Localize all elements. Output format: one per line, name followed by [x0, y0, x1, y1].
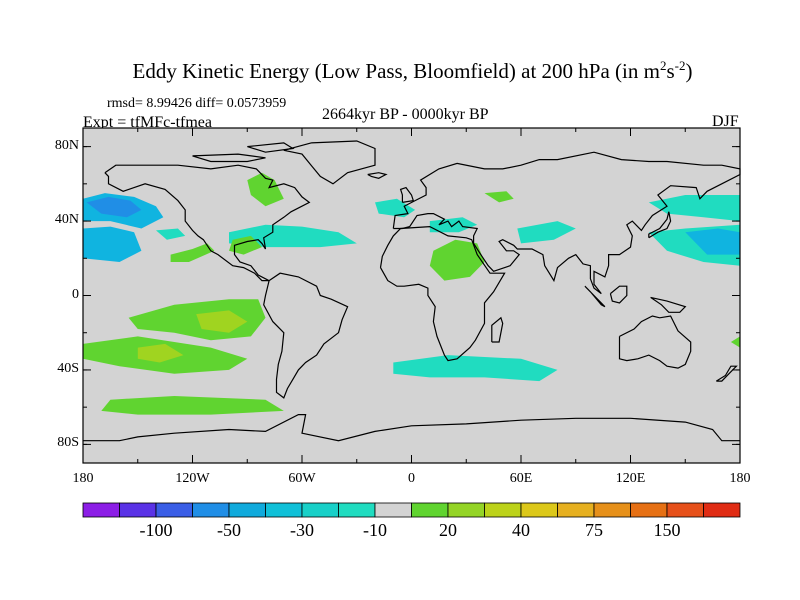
- contour-region: [196, 310, 248, 333]
- colorbar-swatch: [228, 502, 266, 518]
- colorbar-swatch: [593, 502, 631, 518]
- contour-region: [86, 196, 142, 218]
- chart-title: Eddy Kinetic Energy (Low Pass, Bloomfiel…: [132, 58, 693, 83]
- contour-region: [393, 355, 558, 382]
- colorbar-label: -30: [290, 520, 314, 540]
- coastline: [392, 151, 741, 295]
- coastline: [650, 296, 687, 313]
- coastline: [618, 315, 692, 369]
- coastline: [263, 272, 349, 399]
- lat-tick-label: 40S: [57, 360, 79, 376]
- coastline: [247, 142, 295, 153]
- contour-region: [375, 198, 416, 218]
- coastline: [399, 186, 415, 203]
- colorbar-swatch: [301, 502, 339, 518]
- lon-tick-label: 60E: [509, 471, 533, 486]
- colorbar-label: 150: [653, 520, 681, 540]
- contour-region: [484, 191, 514, 203]
- contour-region: [229, 224, 357, 248]
- colorbar-swatch: [703, 502, 741, 518]
- colorbar-swatch: [411, 502, 449, 518]
- lat-tick-label: 80S: [57, 435, 79, 451]
- lon-tick-label: 120W: [175, 471, 210, 486]
- coastline: [609, 285, 628, 304]
- coastline: [283, 140, 376, 185]
- colorbar-swatch: [192, 502, 230, 518]
- coastline: [192, 153, 266, 163]
- colorbar-swatch: [265, 502, 303, 518]
- colorbar-swatch: [557, 502, 595, 518]
- season-label: DJF: [712, 113, 739, 130]
- contour-region: [83, 226, 142, 262]
- colorbar-label: -10: [363, 520, 387, 540]
- colorbar-swatch: [484, 502, 522, 518]
- colorbar-label: 20: [439, 520, 457, 540]
- colorbar-swatch: [447, 502, 485, 518]
- lon-tick-label: 180: [72, 471, 94, 486]
- colorbar-swatch: [374, 502, 412, 518]
- lon-tick-label: 120E: [615, 471, 646, 486]
- plot-area: [83, 128, 740, 463]
- axis-ticks: [82, 128, 741, 463]
- colorbar: [82, 502, 741, 518]
- contour-region: [101, 396, 284, 415]
- colorbar-label: -50: [217, 520, 241, 540]
- contour-region: [517, 221, 576, 244]
- contour-region: [137, 343, 184, 363]
- colorbar-swatch: [666, 502, 704, 518]
- contour-region: [156, 228, 186, 240]
- colorbar-swatch: [338, 502, 376, 518]
- coastline: [584, 285, 606, 308]
- stats-label: rmsd= 8.99426 diff= 0.0573959: [107, 96, 287, 111]
- coastline: [715, 365, 738, 382]
- coastline: [367, 172, 388, 179]
- contour-region: [685, 228, 740, 255]
- colorbar-label: 75: [585, 520, 603, 540]
- contour-region: [247, 172, 284, 207]
- colorbar-swatch: [520, 502, 558, 518]
- contour-region: [730, 336, 740, 348]
- coastline: [379, 225, 506, 362]
- lat-tick-label: 0: [72, 286, 79, 302]
- contour-region: [429, 239, 485, 281]
- lat-tick-label: 40N: [54, 212, 79, 228]
- coastline: [648, 211, 672, 239]
- colorbar-label: -100: [139, 520, 173, 540]
- colorbar-swatch: [82, 502, 120, 518]
- coastline: [104, 164, 311, 282]
- lon-tick-label: 60W: [288, 471, 316, 486]
- coastlines: [83, 140, 741, 442]
- lat-tick-label: 80N: [54, 137, 79, 153]
- lon-tick-label: 0: [408, 471, 415, 486]
- coastline: [491, 316, 504, 343]
- period-label: 2664kyr BP - 0000kyr BP: [322, 106, 489, 123]
- lon-tick-label: 180: [729, 471, 751, 486]
- colorbar-swatch: [155, 502, 193, 518]
- colorbar-swatch: [119, 502, 157, 518]
- colorbar-swatch: [630, 502, 668, 518]
- colorbar-label: 40: [512, 520, 530, 540]
- coastline: [83, 414, 740, 442]
- contour-region: [648, 195, 740, 222]
- contour-region: [170, 243, 215, 262]
- experiment-label: Expt = tfMFc-tfmea: [83, 114, 212, 131]
